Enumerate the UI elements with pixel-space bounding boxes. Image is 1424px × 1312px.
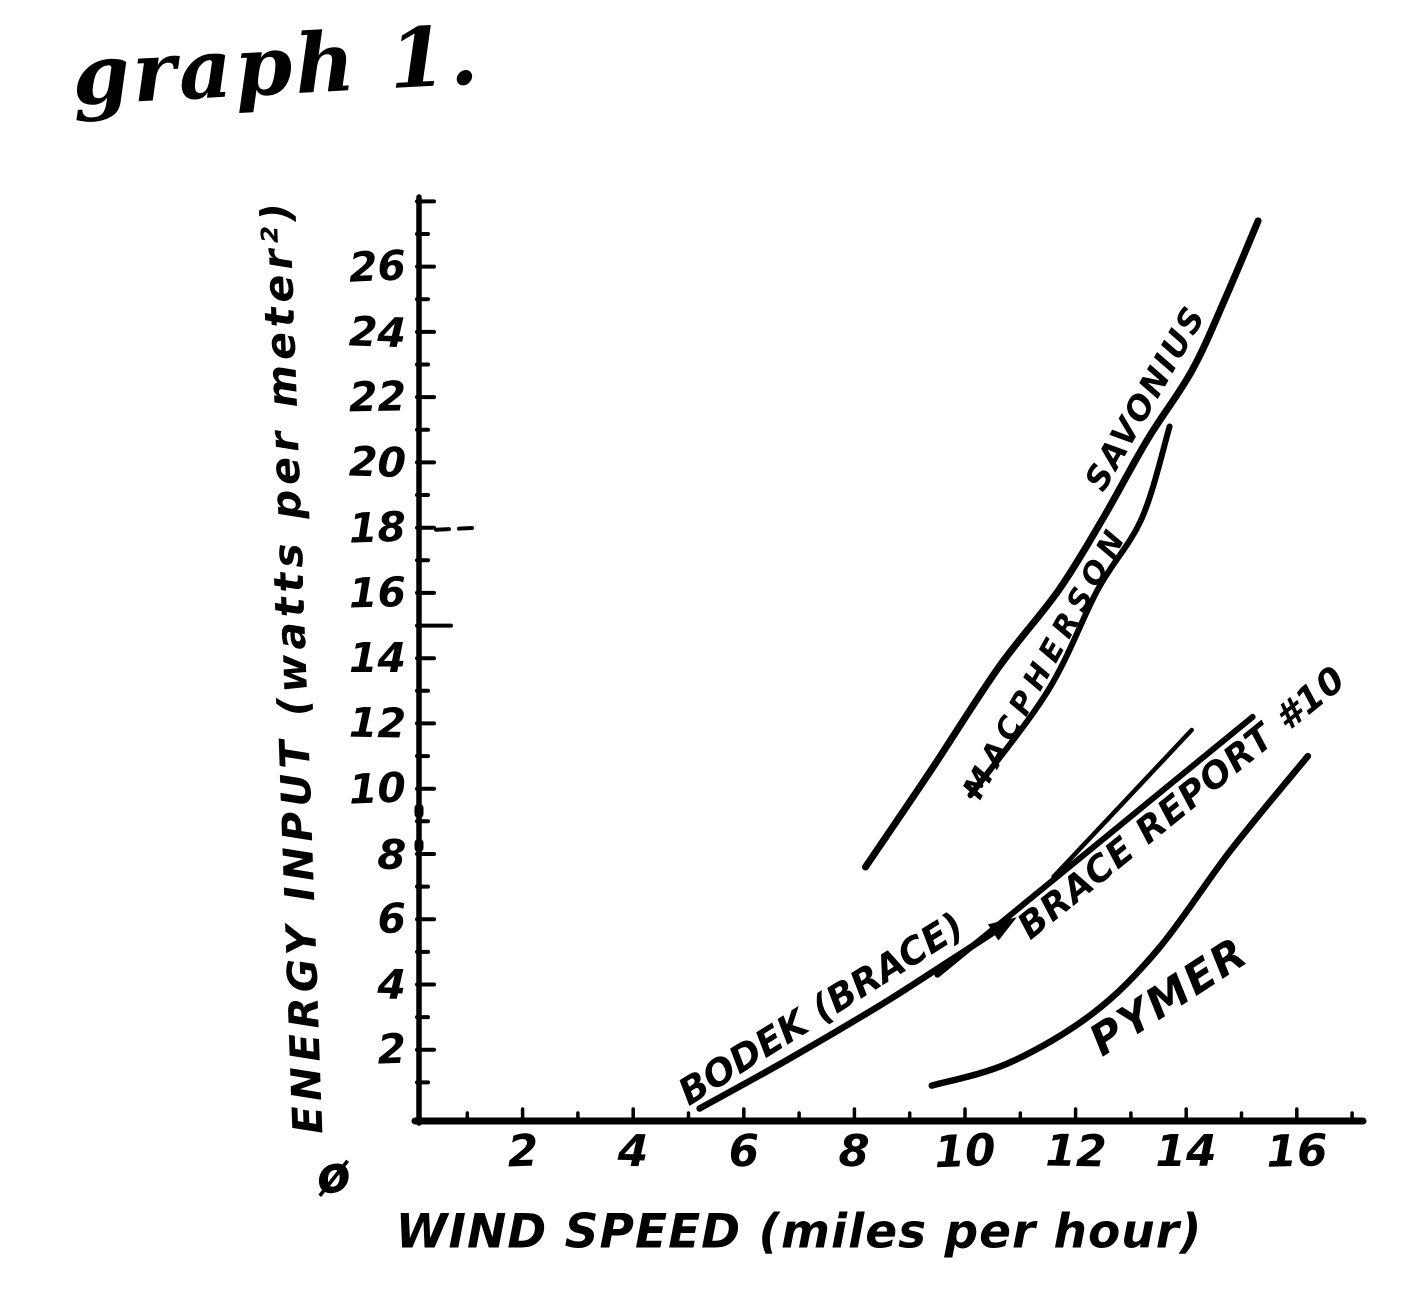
y-axis-ticks (415, 199, 481, 1085)
curves (696, 217, 1312, 1112)
x-tick-label: 12 (1044, 1125, 1108, 1178)
y-tick-label: 18 (348, 502, 407, 553)
macpherson-curve (967, 423, 1173, 799)
x-axis-ticks (465, 1107, 1354, 1120)
savonius-curve (862, 217, 1262, 871)
x-tick-label: 16 (1265, 1125, 1329, 1178)
y-tick-label: 12 (348, 698, 407, 748)
x-axis-title: WIND SPEED (miles per hour) (395, 1204, 1203, 1260)
x-tick-label: 10 (933, 1124, 997, 1179)
y-tick-label: 20 (348, 437, 407, 488)
x-tick-label: 6 (728, 1125, 760, 1178)
x-tick-label: 2 (506, 1125, 540, 1178)
brace-curve (1051, 727, 1194, 880)
x-tick-label: 4 (617, 1125, 649, 1178)
y-tick-label: 24 (348, 307, 407, 358)
pymer-curve (928, 752, 1312, 1089)
y-tick-label: 26 (347, 241, 407, 292)
x-tick-label: 8 (837, 1125, 871, 1178)
y-tick-label: 22 (348, 372, 407, 422)
y-tick-label: 8 (376, 830, 407, 880)
y-dashed-mark (434, 525, 481, 532)
y-tick-label: 14 (348, 634, 406, 682)
x-tick-label: 14 (1155, 1126, 1217, 1177)
y-tick-label: 10 (347, 763, 407, 814)
y-tick-label: 4 (376, 960, 407, 1010)
y-tick-label: 2 (376, 1024, 407, 1074)
bodek-curve (696, 922, 1007, 1112)
y-tick-label: 16 (348, 567, 407, 618)
y-tick-label: 6 (377, 894, 407, 943)
bodek-arrowhead (987, 917, 1017, 941)
